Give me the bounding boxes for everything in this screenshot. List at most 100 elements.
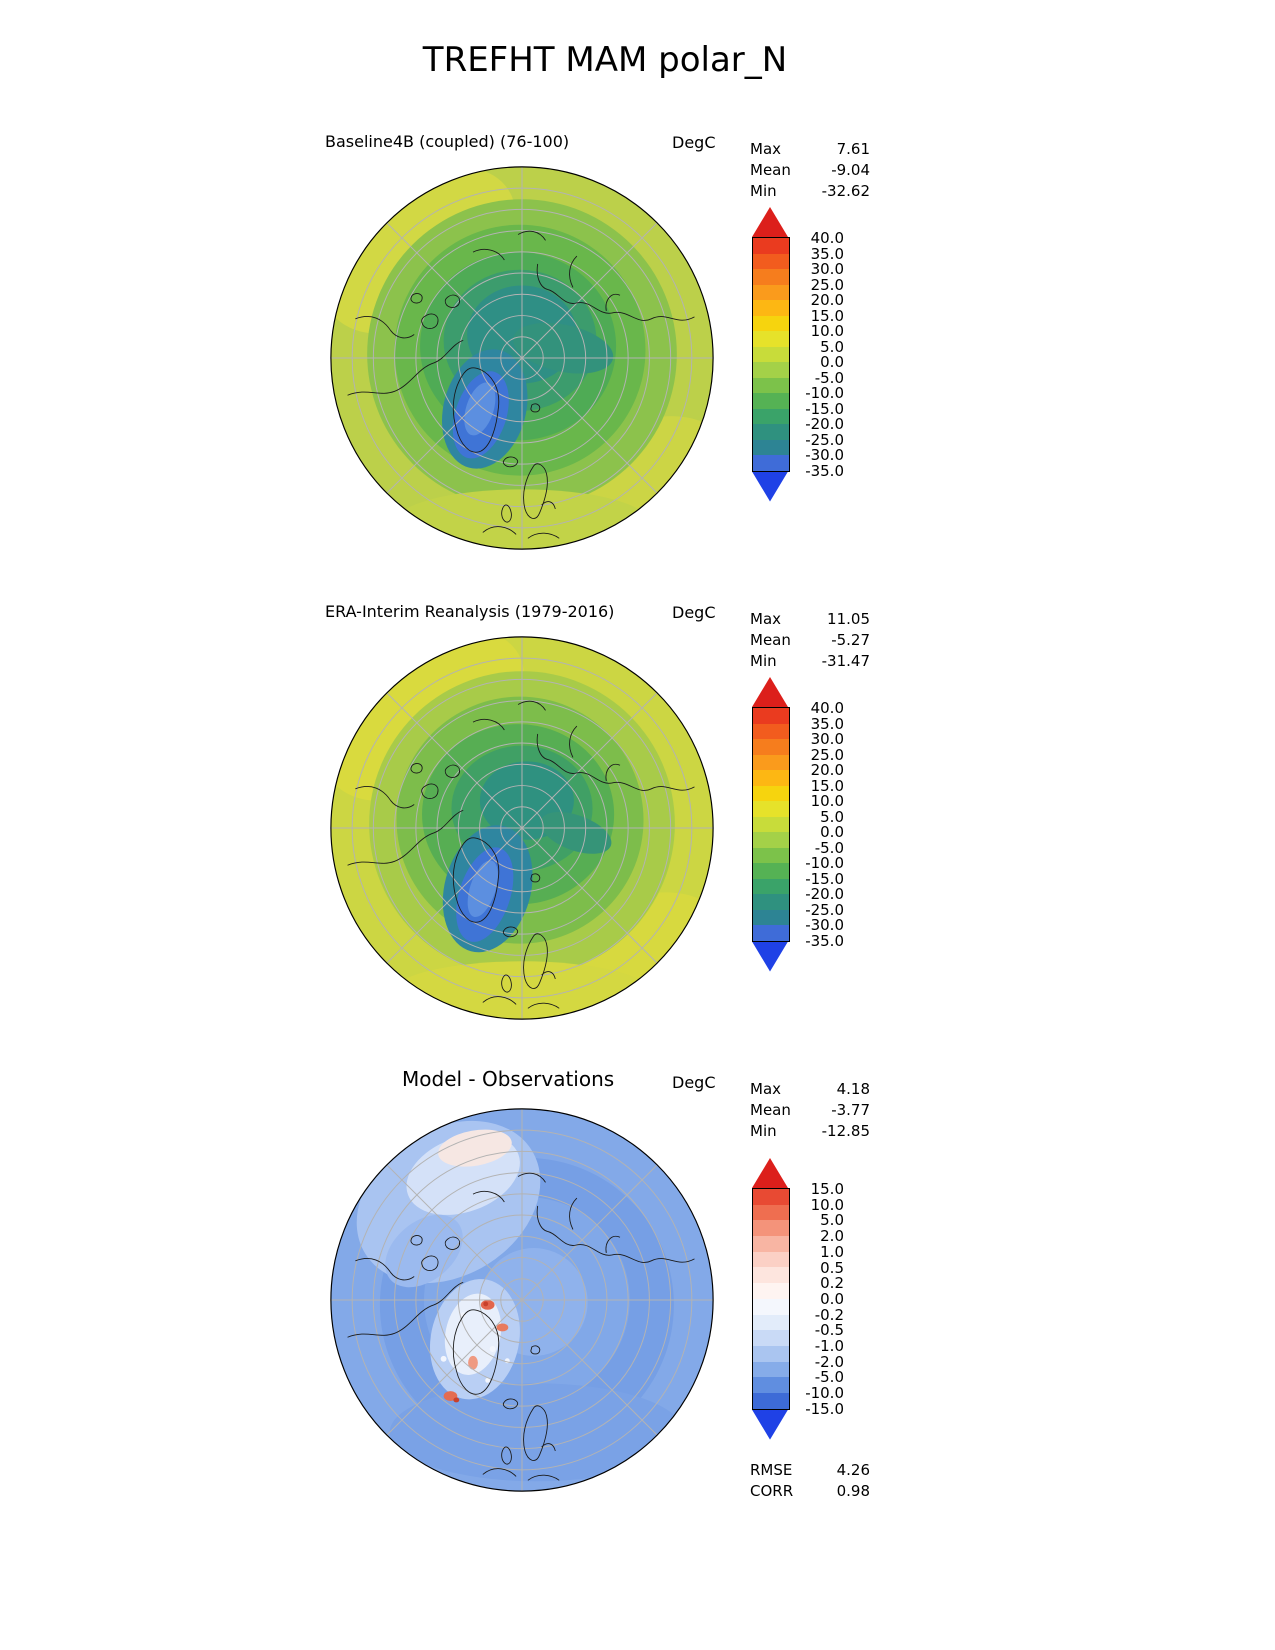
stat-row: Mean -3.77 (750, 1100, 870, 1121)
units-label: DegC (672, 603, 716, 622)
stat-label: Min (750, 1122, 777, 1140)
colorbar-tick-label: 0.2 (820, 1274, 844, 1293)
colorbar-segment (753, 816, 789, 832)
colorbar-tick-label: 5.0 (820, 337, 844, 356)
colorbar: 40.0 35.0 30.0 25.0 20.0 15.0 10.0 5.0 0.0 -5.0 -1… (752, 207, 862, 502)
colorbar-tick-label: 25.0 (810, 745, 844, 764)
polar-map-svg (330, 1108, 714, 1492)
colorbar-segment (753, 253, 789, 269)
colorbar-segment (753, 863, 789, 879)
map-boundary (330, 636, 714, 1020)
colorbar-tick-label: 0.0 (820, 1289, 844, 1308)
colorbar-tick-label: 10.0 (810, 1195, 844, 1214)
colorbar-tick-label: -30.0 (805, 916, 844, 934)
stat-label: Mean (750, 1101, 791, 1119)
colorbar-tick-label: 0.0 (820, 353, 844, 371)
colorbar-tick-label: -0.5 (814, 1321, 844, 1340)
colorbar-segment (753, 1204, 789, 1221)
stat-row: Max 11.05 (750, 609, 870, 630)
colorbar-tick-label: -0.2 (814, 1305, 844, 1324)
colorbar-tick-label: 5.0 (820, 1211, 844, 1230)
colorbar-body (752, 707, 790, 942)
colorbar-tick-label: -5.0 (814, 838, 844, 857)
stat-label: CORR (750, 1482, 794, 1500)
colorbar-segment (753, 377, 789, 393)
colorbar-tick-label: 2.0 (820, 1227, 844, 1246)
colorbar-tick-label: -20.0 (805, 885, 844, 903)
figure-title: TREFHT MAM polar_N (422, 40, 788, 80)
stat-value: -3.77 (831, 1101, 870, 1119)
colorbar-arrow-up (752, 1158, 788, 1188)
colorbar-segment (753, 238, 789, 254)
stat-label: Mean (750, 161, 791, 179)
colorbar-tick-label: 35.0 (810, 714, 844, 733)
colorbar-segment (753, 754, 789, 770)
stat-label: RMSE (750, 1461, 793, 1479)
colorbar-arrow-up (752, 677, 788, 707)
units-label: DegC (672, 133, 716, 152)
colorbar-tick-label: -10.0 (805, 384, 844, 402)
colorbar-body (752, 1188, 790, 1410)
colorbar-tick-label: 15.0 (810, 306, 844, 325)
colorbar-segment (753, 847, 789, 863)
colorbar-tick-label: 1.0 (820, 1242, 844, 1261)
colorbar-segment (753, 1361, 789, 1378)
stat-label: Max (750, 140, 782, 158)
colorbar-tick-label: -15.0 (805, 1399, 844, 1418)
map-overlays (330, 166, 714, 550)
stat-value: -5.27 (831, 631, 870, 649)
colorbar-segment (753, 300, 789, 316)
panel-title: Model - Observations (402, 1067, 615, 1091)
colorbar-tick-label: -10.0 (805, 1384, 844, 1403)
colorbar-tick-label: 30.0 (810, 260, 844, 278)
polar-map-baseline (326, 162, 718, 554)
colorbar-segment (753, 1189, 789, 1205)
colorbar-segment (753, 801, 789, 817)
colorbar-tick-label: -25.0 (805, 900, 844, 919)
colorbar-tick-label: -20.0 (805, 415, 844, 433)
stat-row: Max 7.61 (750, 139, 870, 160)
colorbar-segment (753, 424, 789, 440)
panel-title: Baseline4B (coupled) (76-100) (325, 132, 570, 151)
skill-stats-block: RMSE 4.26 CORR 0.98 (750, 1460, 870, 1502)
colorbar-segment (753, 346, 789, 362)
colorbar-tick-label: -5.0 (814, 368, 844, 387)
stat-label: Min (750, 182, 777, 200)
colorbar-tick-label: -2.0 (814, 1352, 844, 1371)
polar-map-svg (330, 636, 714, 1020)
stats-block: Max 7.61 Mean -9.04 Min -32.62 (750, 139, 870, 202)
panel-baseline: Baseline4B (coupled) (76-100) DegC (0, 125, 1275, 595)
map-boundary (330, 166, 714, 550)
colorbar-segment (753, 284, 789, 300)
colorbar-arrow-down (752, 941, 788, 972)
colorbar-segment (753, 1251, 789, 1268)
colorbar-segment (753, 455, 789, 471)
map-boundary (330, 1108, 714, 1492)
colorbar-tick-label: 40.0 (810, 229, 844, 247)
stat-label: Max (750, 1080, 782, 1098)
colorbar-segment (753, 1345, 789, 1362)
colorbar-segment (753, 1283, 789, 1299)
colorbar-tick-label: 10.0 (810, 792, 844, 810)
colorbar-tick-label: -30.0 (805, 446, 844, 464)
colorbar-tick-label: 5.0 (820, 807, 844, 826)
colorbar-segment (753, 362, 789, 378)
stats-block: Max 4.18 Mean -3.77 Min -12.85 (750, 1079, 870, 1142)
colorbar-segment (753, 1267, 789, 1284)
colorbar-segment (753, 1314, 789, 1331)
colorbar-tick-label: 15.0 (810, 1180, 844, 1198)
stat-row: Min -12.85 (750, 1121, 870, 1142)
stat-value: 4.18 (836, 1080, 870, 1098)
colorbar-segment (753, 925, 789, 941)
colorbar-tick-label: 30.0 (810, 730, 844, 748)
colorbar-segment (753, 723, 789, 739)
colorbar-tick-label: -35.0 (805, 931, 844, 950)
colorbar-tick-label: -35.0 (805, 461, 844, 480)
colorbar-segment (753, 315, 789, 331)
stat-label: Mean (750, 631, 791, 649)
stat-row: Mean -9.04 (750, 160, 870, 181)
colorbar-tick-label: 40.0 (810, 699, 844, 717)
colorbar-tick-label: 10.0 (810, 322, 844, 340)
stat-label: Min (750, 652, 777, 670)
colorbar-tick-label: 0.0 (820, 823, 844, 841)
